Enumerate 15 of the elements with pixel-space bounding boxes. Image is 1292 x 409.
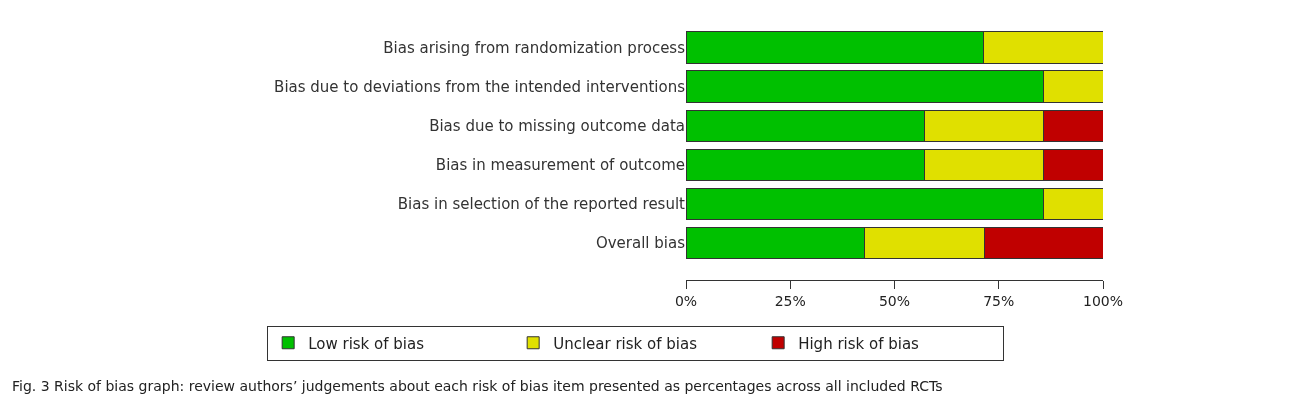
x-tick-label: 50%	[878, 292, 911, 309]
y-tick-label: Bias arising from randomization process	[383, 38, 686, 57]
caption: Fig. 3 Risk of bias graph: review authors’ judgements about each risk of bias item presented as percentages across all included RCTs	[12, 378, 943, 394]
x-tick-label: 75%	[983, 292, 1015, 309]
legend-label: High risk of bias	[798, 334, 920, 353]
y-tick-label: Bias in measurement of outcome	[435, 155, 685, 174]
y-tick-label: Bias due to missing outcome data	[429, 116, 685, 135]
y-tick-label: Overall bias	[595, 234, 686, 253]
y-tick-label: Bias due to deviations from the intended interventions	[274, 77, 686, 96]
x-tick-label: 100%	[1082, 292, 1124, 309]
x-tick-label: 0%	[674, 292, 698, 309]
y-tick-label: Bias in selection of the reported result	[397, 195, 686, 214]
legend-label: Low risk of bias	[308, 334, 425, 353]
legend-label: Unclear risk of bias	[553, 334, 698, 353]
x-tick-label: 25%	[774, 292, 806, 309]
